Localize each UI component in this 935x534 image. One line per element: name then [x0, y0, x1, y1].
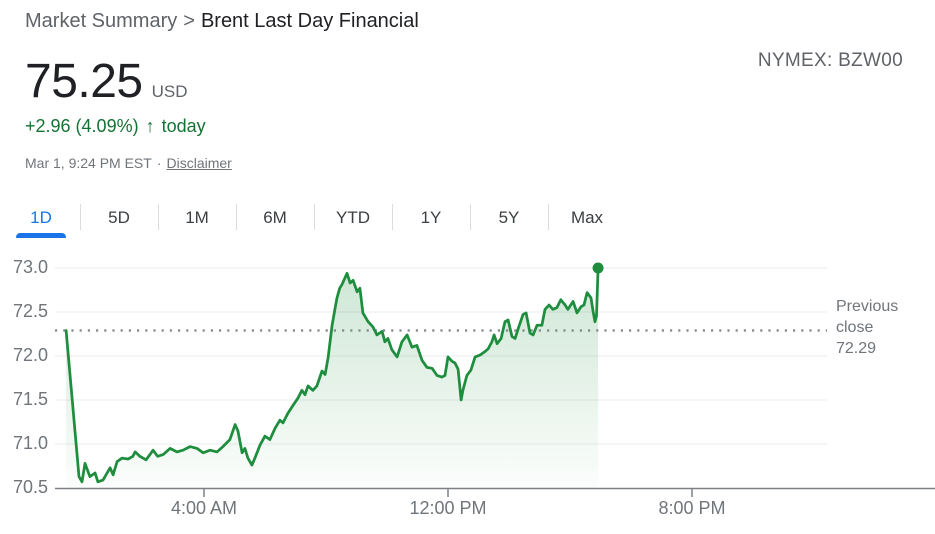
y-axis-tick-label: 70.5 [12, 477, 48, 497]
quote-timestamp: Mar 1, 9:24 PM EST [25, 155, 152, 171]
previous-close-label: Previous close 72.29 [836, 296, 910, 359]
y-axis-tick-label: 72.5 [12, 301, 48, 321]
tab-max[interactable]: Max [548, 198, 626, 238]
tab-ytd[interactable]: YTD [314, 198, 392, 238]
x-axis-tick-label: 8:00 PM [658, 498, 726, 518]
tab-divider [236, 204, 237, 230]
tab-divider [548, 204, 549, 230]
last-price-dot [592, 262, 604, 274]
up-arrow-icon: ↑ [145, 116, 155, 136]
x-axis-tick-label: 12:00 PM [409, 498, 487, 518]
previous-close-text: Previous close [836, 298, 899, 336]
price-change: +2.96 (4.09%) ↑ today [25, 116, 206, 137]
tab-divider [470, 204, 471, 230]
breadcrumb-market-summary[interactable]: Market Summary [25, 10, 178, 32]
tab-divider [392, 204, 393, 230]
previous-close-value: 72.29 [836, 340, 877, 357]
tab-6m[interactable]: 6M [236, 198, 314, 238]
tab-1m[interactable]: 1M [158, 198, 236, 238]
currency-label: USD [151, 82, 188, 101]
breadcrumb-separator: > [183, 10, 195, 32]
price-line [64, 266, 600, 484]
range-tabs: 1D 5D 1M 6M YTD 1Y 5Y Max [2, 198, 626, 238]
tab-divider [314, 204, 315, 230]
price-area [66, 268, 599, 488]
y-axis-tick-label: 71.5 [12, 389, 48, 409]
tab-1y[interactable]: 1Y [392, 198, 470, 238]
y-axis-tick-label: 72.0 [12, 345, 48, 365]
change-suffix: today [161, 116, 206, 136]
y-axis-tick-label: 73.0 [12, 257, 48, 277]
dot-separator: · [156, 155, 162, 171]
disclaimer-link[interactable]: Disclaimer [166, 155, 232, 171]
price-value: 75.25 [25, 55, 143, 108]
tab-1d[interactable]: 1D [2, 198, 80, 238]
page-title: Brent Last Day Financial [200, 10, 419, 32]
tab-5d[interactable]: 5D [80, 198, 158, 238]
tab-divider [80, 204, 81, 230]
y-axis-tick-label: 71.0 [12, 433, 48, 453]
tab-divider [158, 204, 159, 230]
tab-5y[interactable]: 5Y [470, 198, 548, 238]
exchange-ticker: NYMEX: BZW00 [757, 50, 903, 71]
breadcrumb: Market Summary > Brent Last Day Financial [25, 10, 419, 33]
quote-dateline: Mar 1, 9:24 PM EST · Disclaimer [25, 155, 232, 171]
change-value: +2.96 (4.09%) [25, 116, 139, 136]
x-axis-tick-label: 4:00 AM [170, 498, 238, 518]
active-tab-indicator [16, 233, 66, 238]
price-row: 75.25 USD [25, 58, 188, 106]
